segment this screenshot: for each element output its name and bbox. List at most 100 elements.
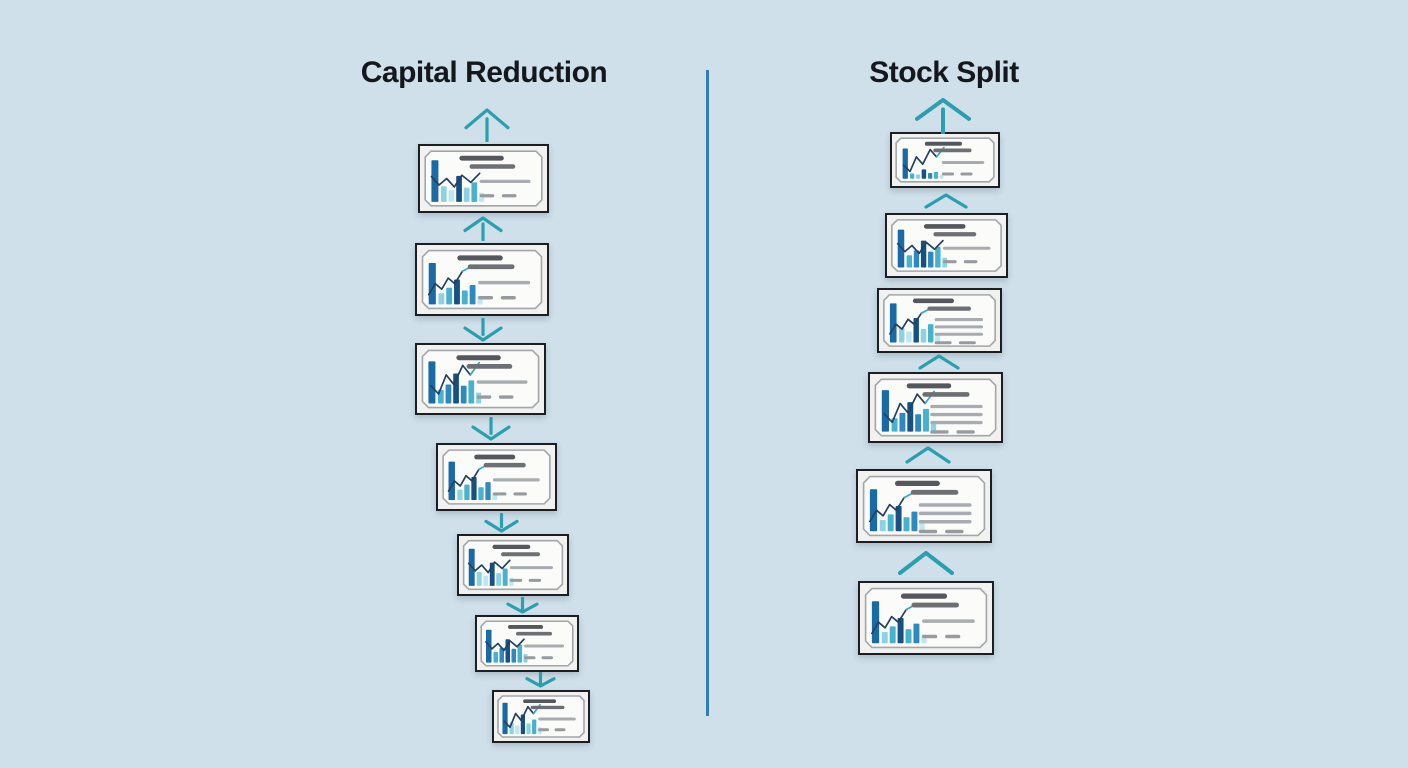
text-placeholder-line: [541, 656, 553, 660]
certificate-illustration: [891, 219, 1002, 272]
text-placeholder-line: [941, 161, 985, 165]
up-arrow-icon: [464, 108, 510, 142]
mini-bar: [881, 632, 888, 644]
mini-bar: [903, 517, 910, 532]
text-placeholder-line: [942, 246, 991, 250]
mini-bar: [898, 327, 905, 343]
mini-bar: [919, 522, 925, 532]
mini-bar: [448, 461, 455, 501]
mini-bar: [493, 651, 498, 663]
divider-line: [706, 70, 709, 716]
share-certificate-card: [492, 690, 590, 743]
mini-bar: [921, 169, 927, 179]
text-placeholder-line: [900, 593, 948, 599]
mini-bar: [899, 412, 906, 432]
mini-bar: [889, 303, 897, 343]
capital-reduction-title: Capital Reduction: [360, 56, 608, 89]
mini-bar: [933, 171, 939, 179]
mini-bar: [457, 489, 463, 501]
mini-bar: [928, 173, 933, 179]
mini-bar: [869, 489, 878, 532]
text-placeholder-line: [918, 529, 938, 534]
mini-bar: [935, 246, 941, 268]
mini-bar: [471, 477, 477, 501]
share-certificate-card: [890, 132, 1000, 188]
text-placeholder-line: [476, 380, 528, 384]
share-certificate-card: [418, 144, 549, 213]
share-certificate-card: [475, 615, 579, 672]
mini-bar: [464, 484, 470, 501]
text-placeholder-line: [483, 462, 526, 468]
mini-bar: [879, 520, 886, 532]
share-certificate-card: [877, 288, 1002, 353]
mini-bar: [502, 702, 508, 735]
text-placeholder-line: [459, 155, 504, 161]
text-placeholder-line: [501, 552, 540, 557]
text-placeholder-line: [941, 172, 955, 176]
text-placeholder-line: [466, 364, 513, 369]
stock-split-title: Stock Split: [869, 56, 1019, 89]
text-placeholder-line: [934, 318, 984, 322]
text-placeholder-line: [516, 631, 552, 636]
mini-bar: [445, 384, 452, 404]
mini-bar: [468, 380, 475, 404]
mini-bar: [905, 629, 912, 644]
text-placeholder-line: [918, 520, 972, 524]
text-placeholder-line: [457, 255, 503, 261]
text-placeholder-line: [474, 454, 516, 460]
mini-bar: [496, 573, 502, 586]
certificate-illustration: [424, 150, 543, 207]
certificate-illustration: [442, 449, 551, 505]
text-placeholder-line: [501, 194, 517, 198]
mini-bar: [881, 390, 889, 432]
text-placeholder-line: [498, 395, 514, 399]
text-placeholder-line: [530, 705, 565, 710]
text-placeholder-line: [492, 544, 531, 550]
text-placeholder-line: [934, 341, 952, 345]
text-placeholder-line: [478, 296, 494, 300]
text-placeholder-line: [933, 148, 972, 153]
mini-bar: [928, 324, 934, 343]
mini-bar: [895, 506, 902, 532]
down-arrow-icon: [471, 417, 511, 441]
up-arrow-icon: [463, 216, 503, 241]
mini-bar: [915, 414, 922, 432]
up-chevron-icon: [898, 551, 954, 575]
text-placeholder-line: [923, 224, 966, 229]
mini-bar: [463, 187, 470, 202]
share-certificate-card: [415, 343, 546, 415]
mini-bar: [476, 571, 482, 586]
down-arrow-icon: [524, 672, 556, 688]
mini-bar: [428, 262, 436, 305]
mini-bar: [446, 287, 453, 305]
down-arrow-icon: [483, 513, 519, 533]
share-certificate-card: [885, 213, 1008, 278]
mini-bar: [939, 175, 944, 179]
text-placeholder-line: [918, 511, 972, 516]
text-placeholder-line: [492, 492, 507, 496]
mini-bar: [928, 251, 934, 268]
mini-bar: [469, 285, 476, 305]
mini-bar: [920, 329, 927, 343]
text-placeholder-line: [910, 489, 959, 495]
mini-bar: [532, 719, 537, 735]
share-certificate-card: [457, 534, 569, 596]
mini-bar: [461, 290, 468, 305]
text-placeholder-line: [930, 430, 949, 434]
certificate-illustration: [895, 137, 995, 183]
text-placeholder-line: [479, 194, 495, 198]
certificate-illustration: [497, 695, 585, 738]
text-placeholder-line: [500, 296, 516, 300]
text-placeholder-line: [456, 355, 501, 361]
text-placeholder-line: [927, 306, 971, 311]
mini-bar: [906, 255, 912, 268]
mini-bar: [454, 279, 460, 305]
mini-bar: [910, 173, 915, 179]
text-placeholder-line: [469, 164, 516, 169]
mini-bar: [915, 174, 921, 179]
text-placeholder-line: [538, 728, 549, 732]
text-placeholder-line: [528, 578, 542, 582]
mini-bar: [478, 487, 484, 501]
mini-bar: [483, 575, 489, 586]
mini-bar: [448, 190, 455, 202]
